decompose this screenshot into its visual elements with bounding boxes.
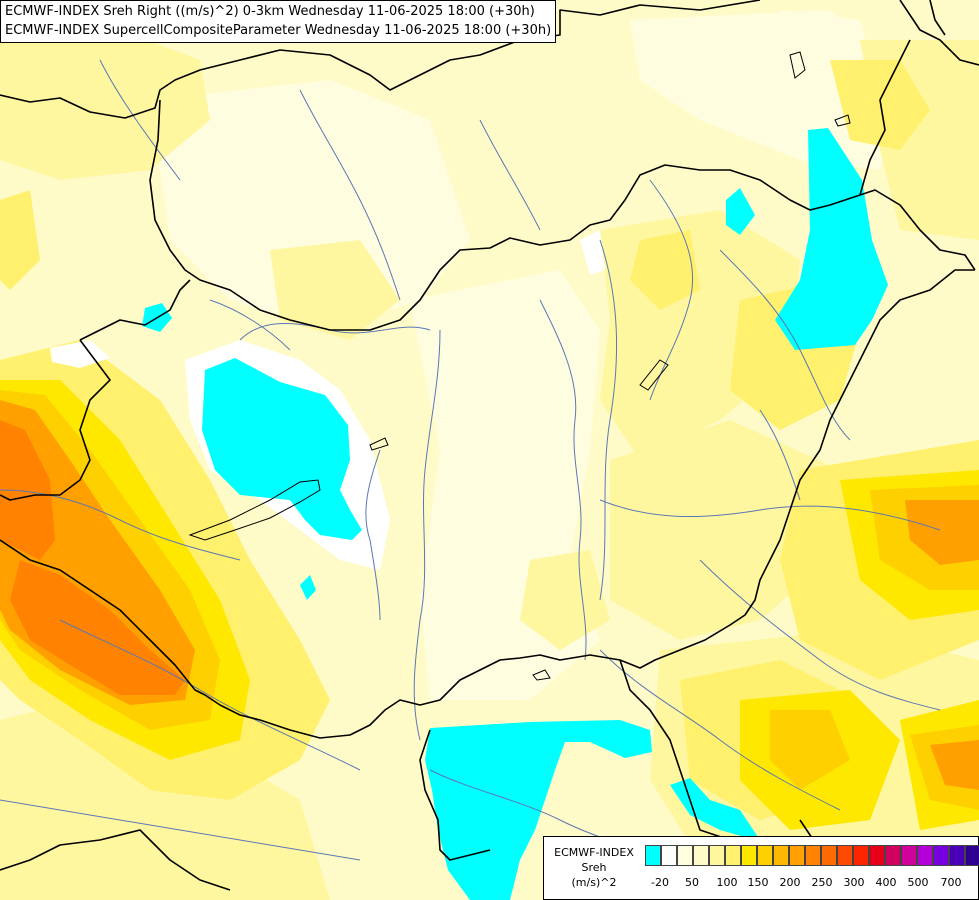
legend-swatch: [709, 845, 725, 866]
legend-tick-label: 400: [875, 876, 897, 889]
legend-swatch: [901, 845, 917, 866]
legend-tick-label: 150: [747, 876, 769, 889]
legend-swatch: [869, 845, 885, 866]
legend-title-variable: Sreh: [581, 861, 607, 874]
legend-tick-label: 50: [685, 876, 699, 889]
legend-tick-label: 500: [907, 876, 929, 889]
legend-swatch: [677, 845, 693, 866]
legend-tick-label: 100: [716, 876, 738, 889]
legend-swatch: [741, 845, 757, 866]
legend-swatch: [789, 845, 805, 866]
legend-swatch: [837, 845, 853, 866]
title-line-2: ECMWF-INDEX SupercellCompositeParameter …: [5, 23, 552, 38]
map-title-box: ECMWF-INDEX Sreh Right ((m/s)^2) 0-3km W…: [0, 0, 557, 43]
light-yellow-fields: [0, 20, 979, 900]
dark-orange-fields: [0, 420, 185, 695]
legend-tick-label: -20: [651, 876, 669, 889]
legend-tick-label: 300: [843, 876, 865, 889]
legend-tick-label: 700: [940, 876, 962, 889]
title-line-1: ECMWF-INDEX Sreh Right ((m/s)^2) 0-3km W…: [5, 4, 535, 19]
cyan-fields: [142, 128, 888, 900]
legend-tick-labels: -20 50 100 150 200 250 300 400 500 700: [645, 876, 975, 890]
legend-swatches: [645, 845, 979, 866]
legend-title-model: ECMWF-INDEX: [554, 846, 634, 859]
legend-swatch: [885, 845, 901, 866]
legend-tick-label: 250: [811, 876, 833, 889]
legend-swatch: [773, 845, 789, 866]
legend-title: ECMWF-INDEX Sreh (m/s)^2: [548, 845, 640, 890]
legend-swatch: [933, 845, 949, 866]
legend-swatch: [965, 845, 979, 866]
legend-swatch: [917, 845, 933, 866]
lakes: [188, 51, 851, 681]
legend-unit: (m/s)^2: [571, 876, 617, 889]
legend-tick-label: 200: [779, 876, 801, 889]
legend-swatch: [853, 845, 869, 866]
legend-swatch: [645, 845, 661, 866]
legend-swatch: [821, 845, 837, 866]
color-legend: ECMWF-INDEX Sreh (m/s)^2 -20 50 100 150 200 2…: [543, 836, 979, 900]
rivers: [0, 59, 941, 861]
legend-swatch: [805, 845, 821, 866]
legend-swatch: [693, 845, 709, 866]
legend-swatch: [725, 845, 741, 866]
legend-swatch: [949, 845, 965, 866]
legend-swatch: [661, 845, 677, 866]
legend-swatch: [757, 845, 773, 866]
